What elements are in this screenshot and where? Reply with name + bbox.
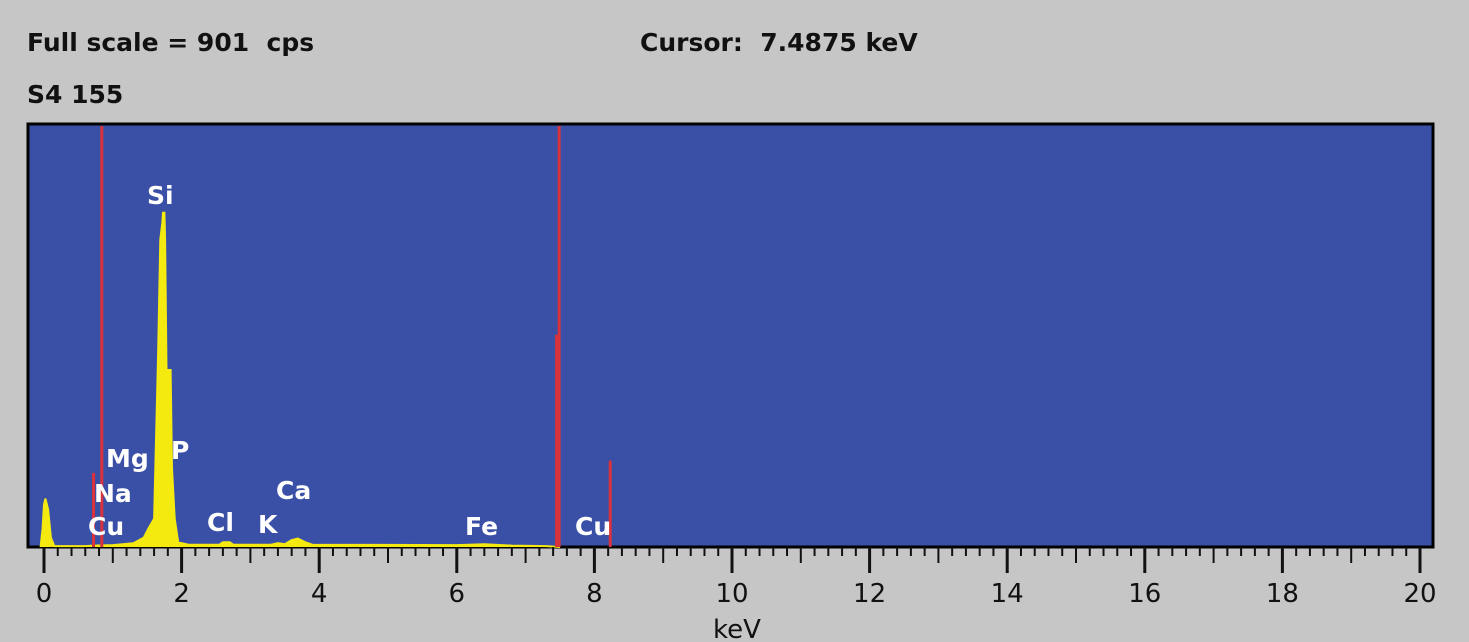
x-tick-label: 20 — [1403, 579, 1436, 609]
x-tick-label: 2 — [173, 579, 190, 609]
peak-label-mg: Mg — [106, 444, 149, 473]
spectrum-area — [40, 212, 561, 547]
x-tick-label: 4 — [311, 579, 328, 609]
x-tick-label: 18 — [1266, 579, 1299, 609]
full-scale-readout: Full scale = 901 cps — [27, 28, 315, 57]
sample-name: S4 155 — [27, 80, 124, 109]
peak-label-cu-k: Cu — [575, 512, 612, 541]
plot-area[interactable] — [26, 122, 1435, 549]
x-tick-label: 8 — [586, 579, 603, 609]
peak-label-cu-l: Cu — [88, 512, 125, 541]
x-axis-label: keV — [713, 615, 761, 642]
x-tick-label: 10 — [715, 579, 748, 609]
peak-label-p: P — [171, 436, 190, 465]
peak-label-ca: Ca — [276, 476, 312, 505]
x-tick-label: 12 — [853, 579, 886, 609]
cursor-readout: Cursor: 7.4875 keV — [640, 28, 918, 57]
peak-label-si: Si — [147, 181, 174, 210]
spectrum-line — [39, 211, 561, 548]
x-tick-label: 16 — [1128, 579, 1161, 609]
peak-label-fe: Fe — [465, 512, 499, 541]
x-tick-label: 6 — [449, 579, 466, 609]
x-tick-label: 0 — [36, 579, 53, 609]
peak-label-na: Na — [94, 479, 132, 508]
peak-label-k: K — [258, 510, 278, 539]
x-tick-label: 14 — [991, 579, 1024, 609]
peak-label-cl: Cl — [207, 508, 234, 537]
